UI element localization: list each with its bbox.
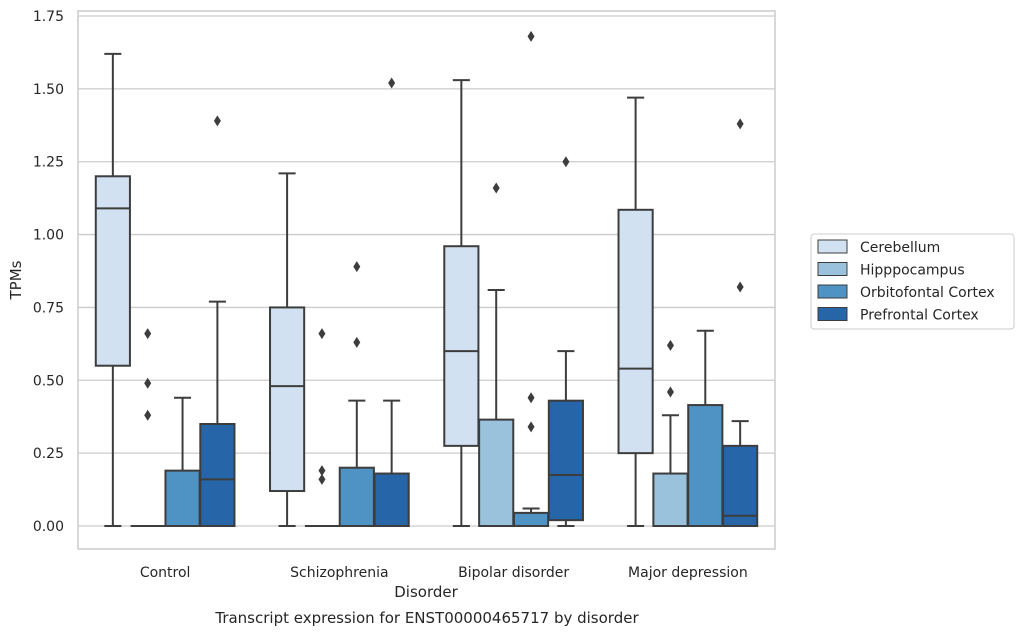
box-iqr [269, 306, 306, 493]
box-iqr [722, 444, 759, 527]
outlier-point [353, 261, 361, 273]
box-hipppocampus [130, 328, 165, 527]
outlier-point [736, 281, 744, 293]
x-tick-label: Major depression [628, 565, 748, 581]
chart-caption: Transcript expression for ENST0000046571… [214, 609, 639, 627]
box-prefrontal-cortex [199, 115, 236, 528]
x-tick-label: Control [140, 565, 191, 581]
outlier-point [144, 377, 152, 389]
x-tick-label: Schizophrenia [290, 565, 388, 581]
y-tick-label: 0.00 [33, 519, 64, 535]
box-iqr [652, 472, 689, 528]
box-iqr [547, 399, 584, 522]
box-orbitofontal-cortex [338, 261, 375, 527]
outlier-point [736, 118, 744, 130]
outlier-point [562, 156, 570, 168]
outlier-point [318, 328, 326, 340]
y-tick-label: 1.75 [33, 9, 64, 25]
x-tick-labels: Control Schizophrenia Bipolar disorder Majo… [140, 565, 748, 581]
legend-swatch [817, 284, 848, 299]
y-tick-label: 1.50 [33, 82, 64, 98]
legend-label: Cerebellum [860, 240, 940, 256]
box-hipppocampus [652, 339, 689, 528]
legend-swatch [817, 239, 848, 254]
outlier-point [318, 473, 326, 485]
outlier-point [144, 409, 152, 421]
box-prefrontal-cortex [547, 156, 584, 527]
box-cerebellum [94, 52, 131, 527]
box-iqr [164, 469, 201, 527]
y-axis-label: TPMs [7, 260, 25, 300]
legend-label: Hipppocampus [860, 263, 965, 279]
y-tick-label: 0.75 [33, 300, 64, 316]
box-iqr [512, 511, 550, 527]
legend-label: Orbitofontal Cortex [860, 285, 995, 301]
y-tick-label: 1.00 [33, 228, 64, 244]
outlier-point [318, 465, 326, 477]
outlier-point [213, 115, 221, 127]
box-iqr [199, 422, 236, 528]
box-orbitofontal-cortex [164, 396, 201, 527]
x-axis-label: Disorder [394, 583, 458, 601]
y-tick-label: 1.25 [33, 155, 64, 171]
outlier-point [353, 336, 361, 348]
outlier-point [666, 386, 674, 398]
y-gridlines [78, 15, 775, 527]
x-tick-label: Bipolar disorder [458, 565, 569, 581]
outlier-point [666, 339, 674, 351]
box-hipppocampus [304, 328, 340, 527]
outlier-point [388, 77, 396, 89]
box-cerebellum [269, 172, 306, 527]
legend: Cerebellum Hipppocampus Orbitofontal Corte… [810, 233, 1015, 330]
outlier-point [527, 421, 535, 433]
box-iqr [687, 404, 724, 527]
box-groups [94, 30, 759, 528]
box-iqr [478, 418, 515, 527]
box-iqr [617, 208, 654, 455]
legend-frame [810, 233, 1015, 330]
box-iqr [373, 472, 410, 528]
box-iqr [94, 175, 131, 367]
box-cerebellum [443, 79, 480, 527]
legend-swatch [817, 307, 848, 321]
box-prefrontal-cortex [722, 118, 759, 527]
y-tick-labels: 0.00 0.25 0.50 0.75 1.00 1.25 1.50 1.75 [33, 9, 64, 535]
outlier-point [527, 392, 535, 404]
plot-frame [77, 10, 776, 550]
outlier-point [144, 328, 152, 340]
y-tick-label: 0.25 [33, 446, 64, 462]
box-orbitofontal-cortex [687, 329, 724, 527]
box-prefrontal-cortex [373, 77, 410, 528]
y-tick-label: 0.50 [33, 373, 64, 389]
box-orbitofontal-cortex [512, 30, 550, 527]
box-iqr [338, 466, 375, 527]
legend-label: Prefrontal Cortex [860, 308, 979, 324]
legend-swatch [817, 262, 848, 276]
box-hipppocampus [478, 182, 515, 527]
outlier-point [492, 182, 500, 194]
box-cerebellum [617, 96, 654, 527]
box-iqr [443, 245, 480, 447]
outlier-point [527, 30, 535, 42]
